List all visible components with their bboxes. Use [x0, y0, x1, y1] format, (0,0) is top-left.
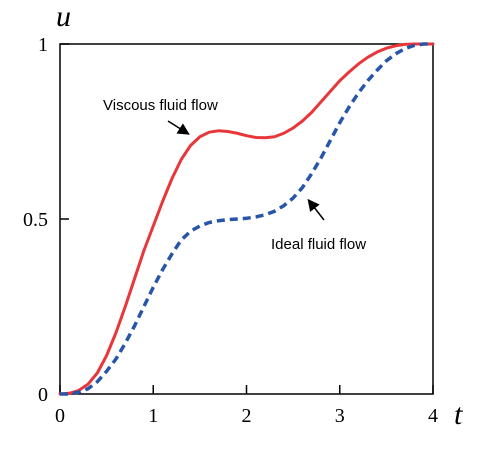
x-tick-label: 3 [335, 405, 345, 427]
annotation-ideal-fluid-flow: Ideal fluid flow [271, 236, 366, 253]
y-tick-label: 0 [38, 384, 48, 406]
x-tick-label: 2 [242, 405, 252, 427]
annotation-viscous-fluid-flow: Viscous fluid flow [103, 97, 218, 114]
series-group [58, 42, 435, 396]
series-line-viscous-fluid-flow [58, 42, 435, 396]
y-tick-label: 1 [38, 34, 48, 56]
x-tick-label: 4 [428, 405, 438, 427]
axes: 0 1 2 3 4 0 0.5 1 [23, 34, 438, 427]
annotation-arrow-ideal-fluid-flow [307, 198, 325, 221]
annotations: Viscous fluid flow Ideal fluid flow [103, 97, 366, 253]
y-axis-label: u [56, 0, 71, 33]
annotation-arrow-viscous-fluid-flow [167, 120, 190, 135]
x-tick-label: 1 [148, 405, 158, 427]
x-axis-label: t [454, 398, 463, 431]
series-line-ideal-fluid-flow [60, 42, 433, 396]
x-tick-label: 0 [55, 405, 65, 427]
y-tick-label: 0.5 [23, 209, 48, 231]
